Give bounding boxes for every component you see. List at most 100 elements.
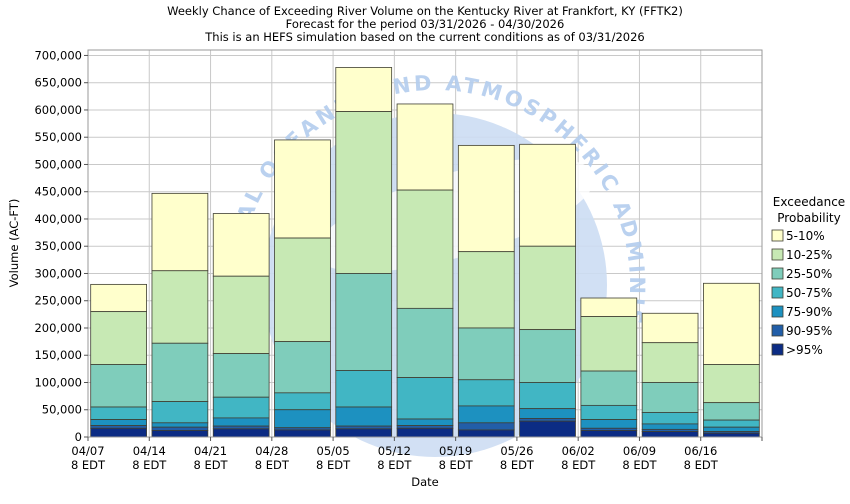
bar-segment [641, 412, 699, 425]
x-axis-title: Date [411, 475, 439, 489]
bar-segment [335, 273, 393, 371]
x-tick-label-time: 8 EDT [684, 458, 719, 472]
chart-note: This is an HEFS simulation based on the … [204, 30, 644, 44]
bar-segment [90, 419, 147, 426]
legend-title-line2: Probability [777, 211, 840, 225]
bar-segment [151, 270, 209, 344]
legend-swatch [771, 248, 784, 261]
bar-segment [335, 406, 393, 427]
bar-segment [396, 425, 454, 429]
x-tick-label-time: 8 EDT [193, 458, 228, 472]
x-tick-label-time: 8 EDT [622, 458, 657, 472]
bar-segment [641, 431, 699, 438]
bar-segment [580, 297, 638, 317]
bar-segment [396, 103, 454, 191]
bar-04-07 [90, 283, 147, 438]
bar-06-02 [580, 297, 638, 438]
y-tick-label: 450,000 [34, 185, 82, 199]
bar-segment [151, 401, 209, 424]
bar-segment [90, 311, 147, 365]
bar-segment [396, 427, 454, 438]
legend-entries: 5-10% 10-25% 25-50% 50-75% 75-90% 90-95% >95% [771, 229, 832, 357]
y-tick-label: 700,000 [34, 48, 82, 62]
x-tick-label-time: 8 EDT [561, 458, 596, 472]
bar-segment [90, 425, 147, 429]
bar-segment [212, 353, 270, 398]
bar-segment [151, 430, 209, 438]
bar-segment [335, 428, 393, 438]
bar-segment [396, 307, 454, 378]
bar-segment [151, 426, 209, 431]
x-tick-label-time: 8 EDT [132, 458, 167, 472]
bar-05-05 [335, 67, 393, 438]
bar-segment [335, 370, 393, 408]
bar-segment [274, 139, 331, 239]
bar-segment [641, 342, 699, 383]
y-tick-label: 0 [75, 430, 82, 444]
bar-segment [457, 422, 515, 431]
bar-04-14 [151, 192, 209, 438]
x-tick-label-date: 04/07 [71, 444, 104, 458]
legend-swatch [771, 343, 784, 356]
bar-segment [90, 406, 147, 420]
bar-04-28 [274, 139, 331, 438]
bar-segment [580, 430, 638, 438]
legend-label: 75-90% [786, 305, 832, 319]
legend-label: 90-95% [786, 324, 832, 338]
legend-swatch [771, 286, 784, 299]
bar-segment [457, 379, 515, 407]
legend-label: >95% [786, 343, 823, 357]
y-tick-label: 150,000 [34, 348, 82, 362]
bar-segment [151, 422, 209, 428]
bars [90, 67, 760, 438]
bar-segment [274, 409, 331, 429]
y-tick-label: 100,000 [34, 375, 82, 389]
bar-segment [90, 364, 147, 408]
x-tick-label-date: 06/02 [562, 444, 595, 458]
bar-segment [396, 418, 454, 426]
y-tick-label: 50,000 [42, 403, 82, 417]
y-tick-label: 500,000 [34, 157, 82, 171]
y-axis-title: Volume (AC-FT) [7, 199, 21, 288]
bar-segment [212, 428, 270, 438]
bar-segment [457, 144, 515, 253]
y-tick-label: 250,000 [34, 294, 82, 308]
legend-label: 25-50% [786, 267, 832, 281]
y-tick-label: 350,000 [34, 239, 82, 253]
bar-segment [212, 213, 270, 277]
bar-segment [212, 417, 270, 427]
x-tick-label-time: 8 EDT [377, 458, 412, 472]
x-tick-label-date: 06/16 [684, 444, 717, 458]
y-tick-label: 550,000 [34, 130, 82, 144]
chart-title: Weekly Chance of Exceeding River Volume … [167, 4, 683, 18]
legend-title-line1: Exceedance [773, 195, 845, 209]
bar-04-21 [212, 213, 270, 438]
bar-05-19 [457, 144, 515, 438]
bar-segment [703, 364, 760, 404]
x-tick-label-time: 8 EDT [316, 458, 351, 472]
bar-segment [519, 408, 576, 419]
bar-segment [335, 425, 393, 430]
bar-segment [212, 275, 270, 355]
bar-segment [703, 426, 760, 432]
bar-segment [641, 423, 699, 430]
bar-segment [335, 67, 393, 112]
bar-segment [274, 341, 331, 394]
bar-segment [580, 370, 638, 406]
bar-06-09 [641, 312, 699, 438]
chart-subtitle: Forecast for the period 03/31/2026 - 04/… [286, 17, 565, 31]
bar-segment [519, 245, 576, 331]
x-tick-label-date: 06/09 [623, 444, 656, 458]
bar-segment [519, 382, 576, 410]
x-tick-label-date: 05/05 [317, 444, 350, 458]
x-tick-label-time: 8 EDT [439, 458, 474, 472]
bar-segment [212, 425, 270, 430]
bar-06-16 [703, 282, 760, 438]
bar-segment [212, 396, 270, 419]
bar-segment [335, 111, 393, 274]
bar-05-26 [519, 143, 576, 438]
bar-segment [396, 189, 454, 309]
bar-segment [703, 282, 760, 365]
bar-segment [151, 342, 209, 402]
